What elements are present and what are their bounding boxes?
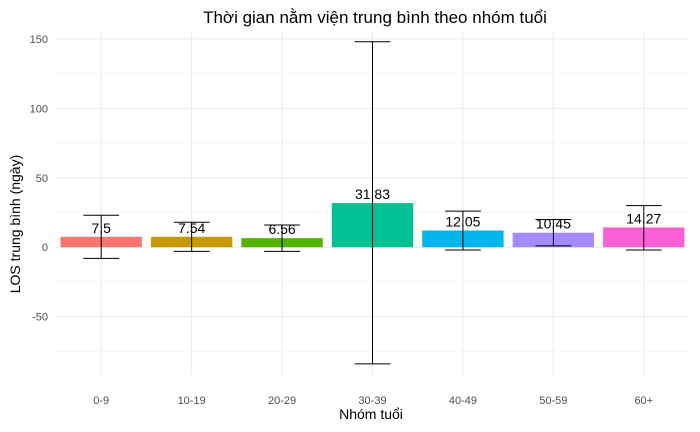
x-tick-label: 50-59	[539, 395, 567, 407]
x-tick-label: 0-9	[93, 395, 109, 407]
y-tick-label: 50	[36, 173, 48, 185]
error-bar-40-49	[445, 210, 481, 251]
x-tick-label: 30-39	[358, 395, 386, 407]
y-tick-label: 100	[30, 103, 48, 115]
error-bar-10-19	[173, 221, 210, 252]
x-tick-label: 10-19	[178, 395, 206, 407]
error-bar-30-39	[354, 41, 391, 365]
error-bar-60+	[625, 205, 662, 251]
error-bar-20-29	[264, 224, 300, 252]
error-bars	[83, 41, 662, 365]
x-tick-labels: 0-9 10-19 20-29 30-39 40-49 50-59 60+	[93, 395, 653, 407]
data-label-20-29: 6.56	[268, 221, 295, 237]
error-bar-50-59	[535, 218, 572, 247]
data-label-0-9: 7.5	[91, 220, 111, 236]
y-axis-title: LOS trung bình (ngày)	[7, 155, 23, 294]
chart-title: Thời gian nằm viện trung bình theo nhóm …	[203, 8, 547, 27]
data-label-60+: 14.27	[626, 210, 661, 226]
data-label-10-19: 7.54	[178, 220, 205, 236]
data-labels: 7.5 7.54 6.56 31.83 12.05 10.45 14.27	[91, 186, 661, 237]
data-label-40-49: 12.05	[445, 214, 480, 230]
data-label-50-59: 10.45	[536, 216, 571, 232]
x-tick-label: 40-49	[449, 395, 477, 407]
data-label-30-39: 31.83	[355, 186, 390, 202]
x-tick-label: 20-29	[268, 395, 296, 407]
x-tick-label: 60+	[634, 395, 653, 407]
x-axis-title: Nhóm tuổi	[339, 406, 403, 422]
y-tick-label: -50	[32, 312, 48, 324]
y-tick-label: 0	[42, 242, 48, 254]
y-tick-label: 150	[30, 34, 48, 46]
y-tick-labels: -50 0 50 100 150	[30, 34, 48, 324]
error-bar-0-9	[83, 214, 120, 259]
